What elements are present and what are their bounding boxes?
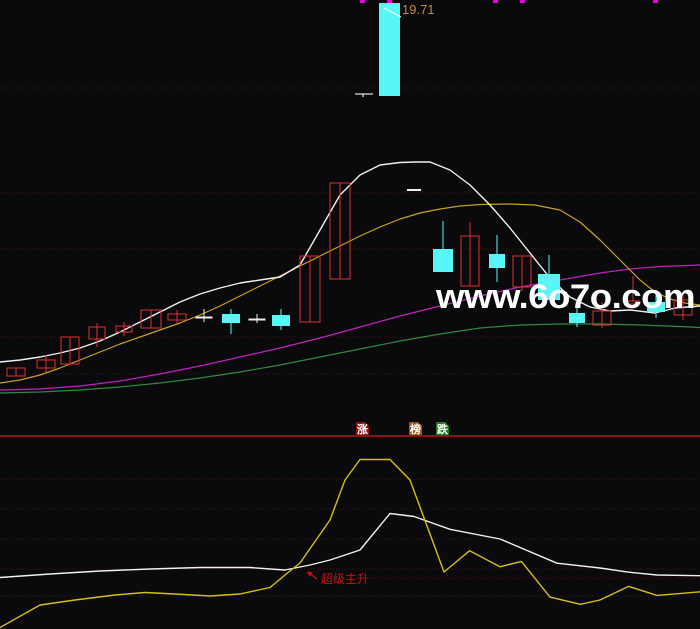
svg-text:19.71: 19.71 (402, 2, 435, 17)
svg-text:跌: 跌 (437, 422, 449, 436)
svg-text:涨: 涨 (357, 422, 368, 436)
svg-text:www.6o7o.com: www.6o7o.com (435, 278, 695, 316)
svg-text:榜: 榜 (410, 422, 421, 436)
